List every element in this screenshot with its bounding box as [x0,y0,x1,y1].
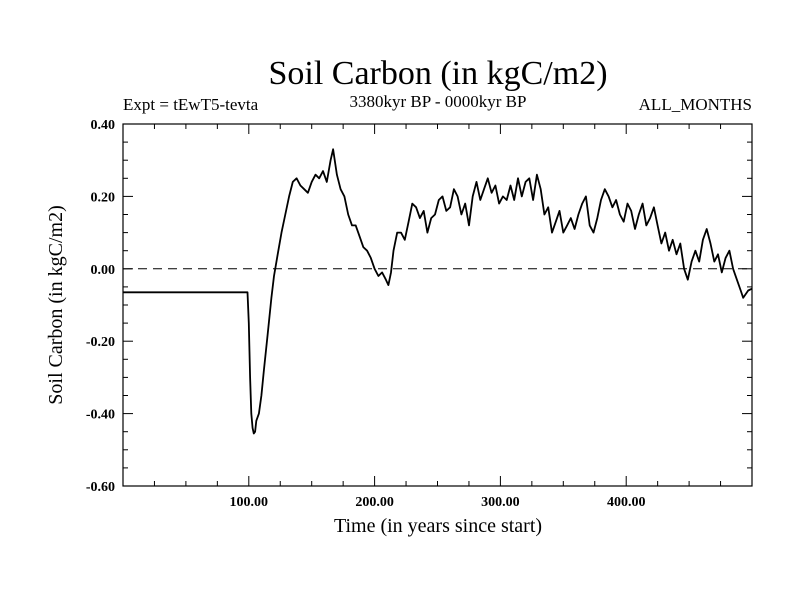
y-axis-tick-labels: -0.60 -0.40 -0.20 0.00 0.20 0.40 [86,118,115,495]
y-axis-label: Soil Carbon (in kgC/m2) [45,205,67,404]
y-tick-label: -0.20 [86,335,115,350]
x-tick-label: 100.00 [230,495,269,510]
y-tick-label: 0.40 [91,118,116,133]
y-tick-label: -0.40 [86,408,115,423]
x-tick-label: 300.00 [481,495,520,510]
y-tick-label: 0.00 [91,263,116,278]
months-label: ALL_MONTHS [639,95,752,114]
x-axis-label: Time (in years since start) [334,515,542,537]
x-axis-ticks [153,124,722,486]
x-tick-label: 400.00 [607,495,646,510]
soil-carbon-series-line [123,148,753,435]
time-range-label: 3380kyr BP - 0000kyr BP [350,92,527,111]
y-axis-ticks [123,141,752,469]
experiment-label: Expt = tEwT5-tevta [123,95,259,114]
chart-title: Soil Carbon (in kgC/m2) [268,55,607,92]
y-tick-label: -0.60 [86,480,115,495]
x-tick-label: 200.00 [355,495,394,510]
y-tick-label: 0.20 [91,190,116,205]
x-axis-tick-labels: 100.00 200.00 300.00 400.00 [230,495,646,510]
